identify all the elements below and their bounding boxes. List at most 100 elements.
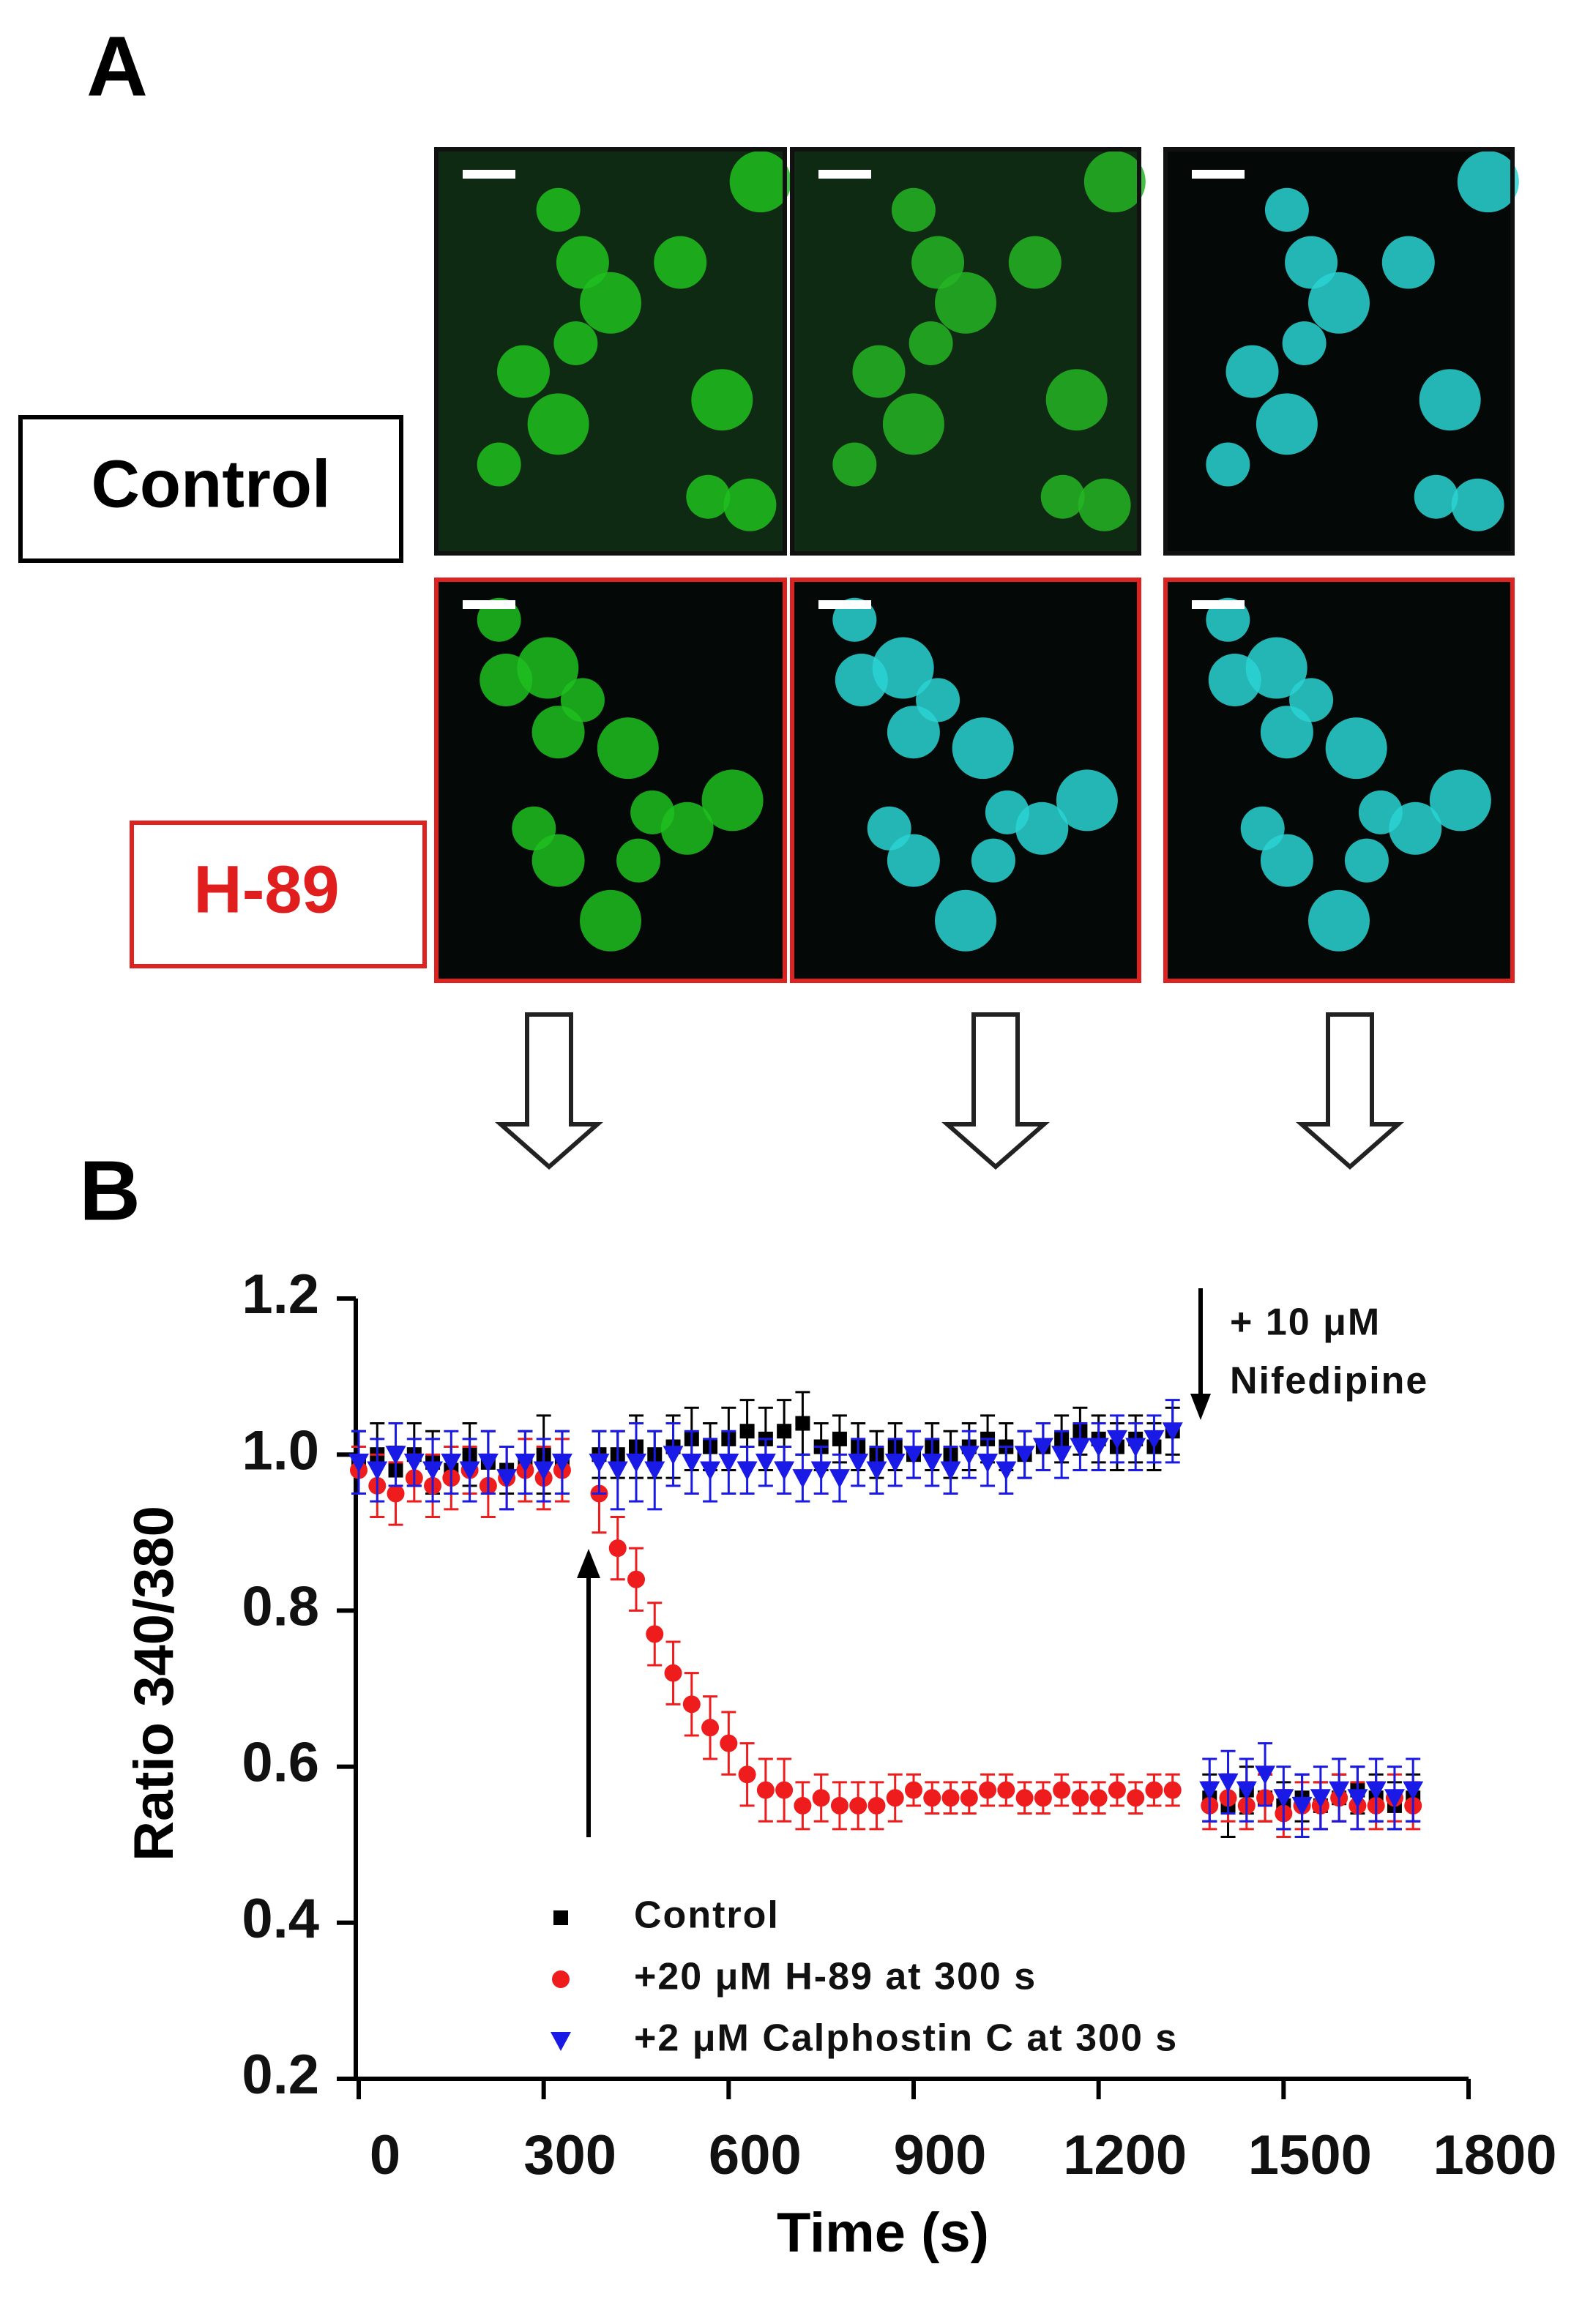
- cell: [1308, 272, 1370, 334]
- data-point: [1070, 1438, 1091, 1457]
- image-border: [434, 578, 787, 983]
- x-tick-label: 300: [523, 2124, 616, 2186]
- data-point: [903, 1446, 924, 1465]
- cell: [691, 369, 753, 431]
- panel-label: A: [86, 19, 148, 114]
- data-point: [979, 1781, 997, 1799]
- data-point: [1199, 1781, 1220, 1801]
- cell: [909, 321, 953, 365]
- data-point: [958, 1446, 980, 1465]
- cell: [686, 474, 731, 519]
- cell: [553, 321, 598, 365]
- legend-marker: [552, 1970, 570, 1988]
- cell: [497, 345, 550, 398]
- cell: [1457, 151, 1519, 213]
- data-point: [792, 1469, 813, 1489]
- data-point: [663, 1446, 684, 1465]
- legend-label: +20 μM H-89 at 300 s: [634, 1956, 1037, 1998]
- panel-label: B: [79, 1143, 141, 1238]
- cell: [1045, 369, 1108, 431]
- data-point: [830, 1796, 848, 1815]
- cell: [616, 838, 661, 883]
- data-point: [756, 1781, 775, 1799]
- y-tick-label: 1.2: [242, 1263, 319, 1326]
- data-point: [627, 1570, 645, 1588]
- data-point: [812, 1789, 830, 1807]
- cell: [1325, 717, 1387, 780]
- down-arrow: [495, 1012, 603, 1170]
- cell: [1008, 236, 1062, 289]
- arrow-head: [1190, 1394, 1211, 1420]
- cell: [935, 272, 996, 334]
- data-point: [459, 1461, 480, 1481]
- data-point: [868, 1796, 886, 1815]
- data-point: [441, 1453, 462, 1473]
- data-point: [1162, 1422, 1183, 1442]
- data-point: [1347, 1789, 1368, 1809]
- scale-bar: [1192, 170, 1245, 179]
- y-tick-label: 0.2: [242, 2044, 319, 2106]
- image-panel: [1163, 578, 1515, 983]
- data-point: [607, 1461, 628, 1481]
- x-tick-label: 0: [370, 2124, 400, 2186]
- annotation: + 10 μM: [1230, 1301, 1381, 1344]
- image-panel: [790, 578, 1141, 983]
- cell: [580, 272, 641, 334]
- cell: [512, 806, 556, 851]
- data-point: [1384, 1789, 1405, 1809]
- cell: [527, 393, 589, 455]
- data-point: [551, 1453, 572, 1473]
- data-point: [1127, 1789, 1145, 1807]
- cell: [1308, 889, 1370, 952]
- data-point: [367, 1461, 388, 1481]
- y-tick-label: 1.0: [242, 1419, 319, 1482]
- data-point: [1310, 1789, 1331, 1809]
- cell: [1414, 474, 1458, 519]
- data-point: [1088, 1438, 1109, 1457]
- plot: 0.2 0.4 0.6 0.8 1.0 1.2 0 300 600 900 1200 1500 1800…: [123, 1263, 1556, 2264]
- data-point: [422, 1461, 444, 1481]
- image-panels: [434, 147, 1519, 983]
- cell: [1240, 806, 1285, 851]
- data-point: [496, 1469, 518, 1489]
- data-point: [1034, 1789, 1052, 1807]
- cell: [852, 345, 906, 398]
- row-label: H-89: [193, 852, 339, 927]
- down-arrow: [1296, 1012, 1404, 1170]
- data-point: [996, 1461, 1017, 1481]
- data-point: [1032, 1438, 1053, 1457]
- cell: [1225, 345, 1279, 398]
- data-point: [1403, 1781, 1424, 1801]
- data-point: [1071, 1789, 1089, 1807]
- cell: [660, 802, 714, 855]
- data-point: [1291, 1796, 1313, 1816]
- image-panel: [434, 578, 787, 983]
- data-point: [922, 1453, 943, 1473]
- data-point: [1014, 1446, 1035, 1465]
- cell: [517, 637, 579, 699]
- data-point: [738, 1766, 756, 1784]
- data-point: [905, 1781, 922, 1799]
- data-point: [960, 1789, 978, 1807]
- data-point: [794, 1796, 812, 1815]
- cell: [556, 236, 609, 289]
- cell: [1256, 393, 1318, 455]
- cell: [1040, 474, 1085, 519]
- row-label-box: [18, 415, 403, 563]
- data-point: [1125, 1438, 1146, 1457]
- data-point: [1329, 1781, 1350, 1801]
- data-point: [1144, 1430, 1165, 1449]
- data-point: [848, 1453, 869, 1473]
- data-point: [1255, 1766, 1276, 1785]
- data-point: [1106, 1430, 1127, 1449]
- y-tick-label: 0.6: [242, 1732, 319, 1794]
- cell: [952, 717, 1014, 780]
- cell: [867, 806, 911, 851]
- x-axis-label: Time (s): [777, 2202, 989, 2264]
- data-point: [886, 1789, 904, 1807]
- data-point: [940, 1461, 961, 1481]
- series: +2 μM Calphostin C at 300 s: [348, 1399, 1424, 2060]
- data-point: [608, 1539, 627, 1558]
- y-tick-label: 0.8: [242, 1575, 319, 1637]
